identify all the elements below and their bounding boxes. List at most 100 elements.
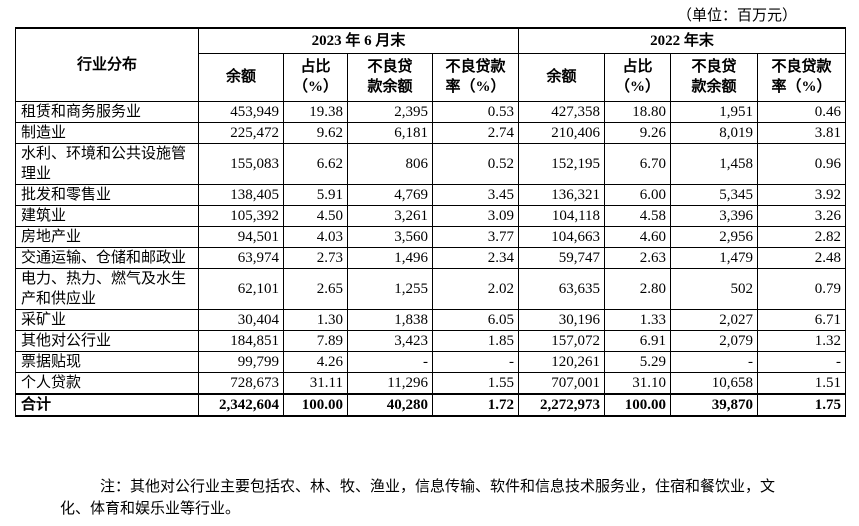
cell-value: 6.00 [604, 183, 672, 206]
cell-value: 1.85 [431, 329, 520, 352]
data-row: 批发和零售业 138,405 5.91 4,769 3.45 136,321 6.00 5,3… [15, 183, 847, 206]
loan-table: 行业分布 2023 年 6 月末 2022 年末 余额 占比 （%） 不良贷 款余额 不良贷… [15, 27, 847, 417]
cell-value: 6.62 [283, 142, 348, 185]
cell-value: 6.91 [604, 329, 672, 352]
cell-value: 2.80 [604, 267, 672, 310]
total-value: 2,342,604 [198, 392, 284, 417]
cell-value: 30,404 [198, 308, 284, 331]
cell-value: 3.09 [431, 204, 520, 227]
data-row: 采矿业 30,404 1.30 1,838 6.05 30,196 1.33 2,027 6.7… [15, 308, 847, 331]
cell-value: 30,196 [518, 308, 606, 331]
total-value: 100.00 [604, 392, 672, 417]
cell-value: 184,851 [198, 329, 284, 352]
row-label: 其他对公行业 [15, 329, 199, 352]
data-row: 房地产业 94,501 4.03 3,560 3.77 104,663 4.60 2,956 2… [15, 225, 847, 248]
stub-header: 行业分布 [15, 27, 199, 102]
cell-value: 18.80 [604, 100, 672, 123]
cell-value: - [670, 350, 759, 373]
cell-value: 105,392 [198, 204, 284, 227]
row-label: 电力、热力、燃气及水生产和供应业 [15, 267, 199, 310]
cell-value: 2,027 [670, 308, 759, 331]
cell-value: 3.77 [431, 225, 520, 248]
cell-value: 4.60 [604, 225, 672, 248]
cell-value: 1,479 [670, 246, 759, 269]
cell-value: 225,472 [198, 121, 284, 144]
data-row: 电力、热力、燃气及水生产和供应业 62,101 2.65 1,255 2.02 63,63… [15, 267, 847, 310]
cell-value: 6,181 [347, 121, 433, 144]
column-header: 不良贷 款余额 [347, 52, 433, 102]
cell-value: 138,405 [198, 183, 284, 206]
cell-value: 1,255 [347, 267, 433, 310]
cell-value: 3.81 [757, 121, 847, 144]
cell-value: - [347, 350, 433, 373]
cell-value: 152,195 [518, 142, 606, 185]
row-label: 房地产业 [15, 225, 199, 248]
cell-value: 9.26 [604, 121, 672, 144]
data-row: 租赁和商务服务业 453,949 19.38 2,395 0.53 427,358 18.8… [15, 100, 847, 123]
row-label: 采矿业 [15, 308, 199, 331]
total-value: 1.72 [431, 392, 520, 417]
data-row: 其他对公行业 184,851 7.89 3,423 1.85 157,072 6.91 2,0… [15, 329, 847, 352]
cell-value: 2.73 [283, 246, 348, 269]
cell-value: 4.26 [283, 350, 348, 373]
cell-value: 3.45 [431, 183, 520, 206]
cell-value: 99,799 [198, 350, 284, 373]
cell-value: 155,083 [198, 142, 284, 185]
cell-value: 806 [347, 142, 433, 185]
cell-value: 1.55 [431, 371, 520, 394]
cell-value: 31.10 [604, 371, 672, 394]
cell-value: 10,658 [670, 371, 759, 394]
column-header: 占比 （%） [283, 52, 348, 102]
table-body: 租赁和商务服务业 453,949 19.38 2,395 0.53 427,358 18.8… [15, 100, 847, 417]
cell-value: 2.48 [757, 246, 847, 269]
row-label: 票据贴现 [15, 350, 199, 373]
column-header: 不良贷 款余额 [670, 52, 759, 102]
data-row: 建筑业 105,392 4.50 3,261 3.09 104,118 4.58 3,396 3… [15, 204, 847, 227]
cell-value: 2.63 [604, 246, 672, 269]
data-row: 个人贷款 728,673 31.11 11,296 1.55 707,001 31.10 10… [15, 371, 847, 394]
cell-value: 136,321 [518, 183, 606, 206]
cell-value: 0.79 [757, 267, 847, 310]
total-value: 100.00 [283, 392, 348, 417]
row-label: 批发和零售业 [15, 183, 199, 206]
row-label: 制造业 [15, 121, 199, 144]
data-row: 交通运输、仓储和邮政业 63,974 2.73 1,496 2.34 59,747 2.63… [15, 246, 847, 269]
cell-value: 31.11 [283, 371, 348, 394]
data-row: 水利、环境和公共设施管理业 155,083 6.62 806 0.52 152,195 6.… [15, 142, 847, 185]
total-value: 39,870 [670, 392, 759, 417]
data-row: 制造业 225,472 9.62 6,181 2.74 210,406 9.26 8,019 3… [15, 121, 847, 144]
cell-value: 1.51 [757, 371, 847, 394]
total-value: 40,280 [347, 392, 433, 417]
cell-value: 2.34 [431, 246, 520, 269]
cell-value: - [757, 350, 847, 373]
cell-value: 2.65 [283, 267, 348, 310]
cell-value: 11,296 [347, 371, 433, 394]
cell-value: 0.52 [431, 142, 520, 185]
cell-value: 3,423 [347, 329, 433, 352]
cell-value: 104,118 [518, 204, 606, 227]
cell-value: 5.91 [283, 183, 348, 206]
cell-value: 62,101 [198, 267, 284, 310]
total-value: 2,272,973 [518, 392, 606, 417]
cell-value: 3,261 [347, 204, 433, 227]
cell-value: 728,673 [198, 371, 284, 394]
cell-value: 2,395 [347, 100, 433, 123]
cell-value: 6.70 [604, 142, 672, 185]
cell-value: 5,345 [670, 183, 759, 206]
cell-value: 0.96 [757, 142, 847, 185]
cell-value: 3,560 [347, 225, 433, 248]
cell-value: 707,001 [518, 371, 606, 394]
cell-value: 453,949 [198, 100, 284, 123]
cell-value: 1.32 [757, 329, 847, 352]
row-label: 个人贷款 [15, 371, 199, 394]
cell-value: 3,396 [670, 204, 759, 227]
cell-value: 5.29 [604, 350, 672, 373]
row-label: 建筑业 [15, 204, 199, 227]
row-label: 租赁和商务服务业 [15, 100, 199, 123]
total-value: 1.75 [757, 392, 847, 417]
cell-value: 1,951 [670, 100, 759, 123]
cell-value: 2.82 [757, 225, 847, 248]
cell-value: 3.26 [757, 204, 847, 227]
cell-value: 502 [670, 267, 759, 310]
